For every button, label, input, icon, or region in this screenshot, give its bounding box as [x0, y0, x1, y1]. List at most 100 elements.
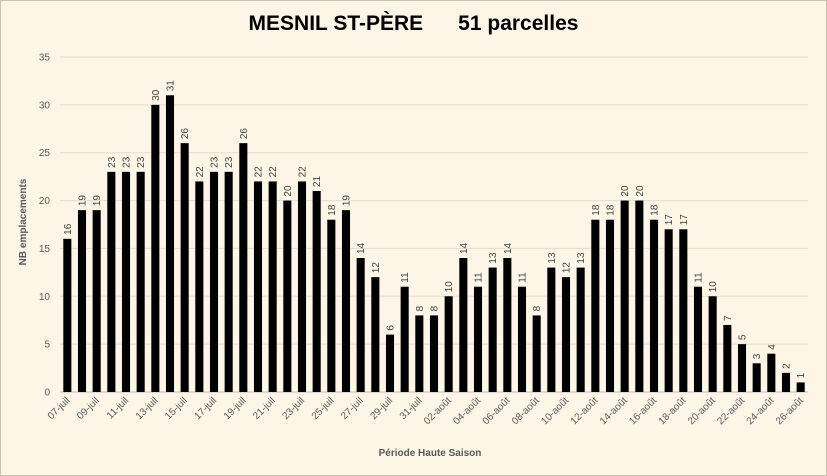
data-label: 14 [503, 242, 514, 254]
data-label: 23 [107, 156, 118, 168]
x-tick-label: 22-août [715, 395, 747, 427]
bar [488, 267, 497, 392]
bar [77, 210, 87, 392]
x-tick-label: 31-juil [398, 395, 425, 422]
data-label: 14 [356, 242, 367, 254]
data-label: 20 [620, 185, 631, 197]
data-label: 11 [694, 272, 705, 283]
bar [180, 143, 189, 392]
bar [165, 95, 175, 393]
bar [415, 315, 424, 392]
x-tick-label: 24-août [745, 395, 777, 427]
data-label: 3 [752, 353, 763, 359]
bar [473, 286, 483, 392]
data-label: 12 [371, 262, 382, 274]
bar [283, 200, 292, 392]
bar [107, 171, 116, 392]
bar [620, 200, 629, 392]
data-label: 7 [723, 315, 734, 321]
data-label: 11 [400, 272, 411, 283]
data-label: 11 [518, 272, 529, 283]
bar [444, 296, 453, 392]
x-tick-label: 09-juil [75, 395, 102, 422]
x-tick-label: 21-juil [251, 395, 278, 422]
x-tick-label: 14-août [598, 395, 630, 427]
y-tick-label: 5 [44, 340, 50, 351]
bar [253, 181, 263, 392]
y-tick-label: 10 [39, 292, 51, 303]
bar [429, 315, 439, 392]
data-label: 17 [679, 214, 690, 226]
bar [723, 325, 732, 392]
bar [268, 181, 277, 392]
data-label: 19 [342, 195, 353, 207]
data-label: 30 [151, 89, 162, 101]
bar [605, 219, 615, 392]
y-tick-label: 35 [39, 53, 51, 64]
bar [297, 181, 307, 392]
data-label: 23 [210, 156, 221, 168]
data-label: 18 [327, 204, 338, 216]
x-axis-label: Période Haute Saison [379, 448, 482, 459]
data-label: 5 [738, 334, 749, 340]
bars [63, 95, 805, 393]
y-tick-label: 20 [39, 196, 51, 207]
data-label: 18 [591, 204, 602, 216]
data-label: 19 [92, 195, 103, 207]
x-tick-label: 07-juil [46, 395, 73, 422]
bar [400, 286, 409, 392]
bar [209, 171, 219, 392]
data-label: 22 [298, 166, 309, 178]
bar [532, 315, 541, 392]
bar [664, 229, 673, 392]
x-tick-label: 17-juil [192, 395, 219, 422]
data-label: 11 [474, 272, 485, 283]
data-label: 1 [796, 372, 807, 378]
data-label: 21 [312, 175, 323, 187]
data-label: 22 [254, 166, 265, 178]
y-axis-ticks: 0 5 10 15 20 25 30 35 [39, 53, 51, 399]
data-label: 6 [386, 325, 397, 331]
data-label: 8 [430, 305, 441, 311]
bar [752, 363, 761, 392]
x-tick-label: 27-juil [339, 395, 366, 422]
x-tick-label: 25-juil [310, 395, 337, 422]
bar [459, 258, 468, 392]
y-tick-label: 15 [39, 244, 51, 255]
x-tick-label: 18-août [657, 395, 689, 427]
bar [693, 286, 703, 392]
bar [356, 258, 365, 392]
bar [341, 210, 351, 392]
bar [195, 181, 204, 392]
bar [708, 296, 717, 392]
data-label: 12 [562, 262, 573, 274]
data-label: 20 [283, 185, 294, 197]
bar [503, 258, 512, 392]
x-tick-label: 16-août [627, 395, 659, 427]
bar [781, 372, 791, 392]
bar [136, 171, 145, 392]
data-label: 22 [195, 166, 206, 178]
data-label: 23 [122, 156, 133, 168]
x-tick-label: 19-juil [222, 395, 249, 422]
data-label: 16 [63, 223, 74, 235]
data-label: 8 [415, 305, 426, 311]
bar [239, 143, 248, 392]
bar [767, 353, 776, 392]
data-label: 14 [459, 242, 470, 254]
data-label: 22 [268, 166, 279, 178]
data-label: 4 [767, 344, 778, 350]
y-tick-label: 30 [39, 100, 51, 111]
data-label: 18 [650, 204, 661, 216]
x-tick-label: 15-juil [163, 395, 190, 422]
data-label: 13 [488, 252, 499, 264]
x-tick-label: 13-juil [134, 395, 161, 422]
bar [635, 200, 644, 392]
data-label: 26 [180, 128, 191, 140]
x-tick-label: 11-juil [105, 395, 131, 421]
bar [547, 267, 556, 392]
bar [371, 277, 380, 392]
data-label: 10 [708, 281, 719, 293]
data-label: 26 [239, 128, 250, 140]
bar [561, 277, 571, 392]
